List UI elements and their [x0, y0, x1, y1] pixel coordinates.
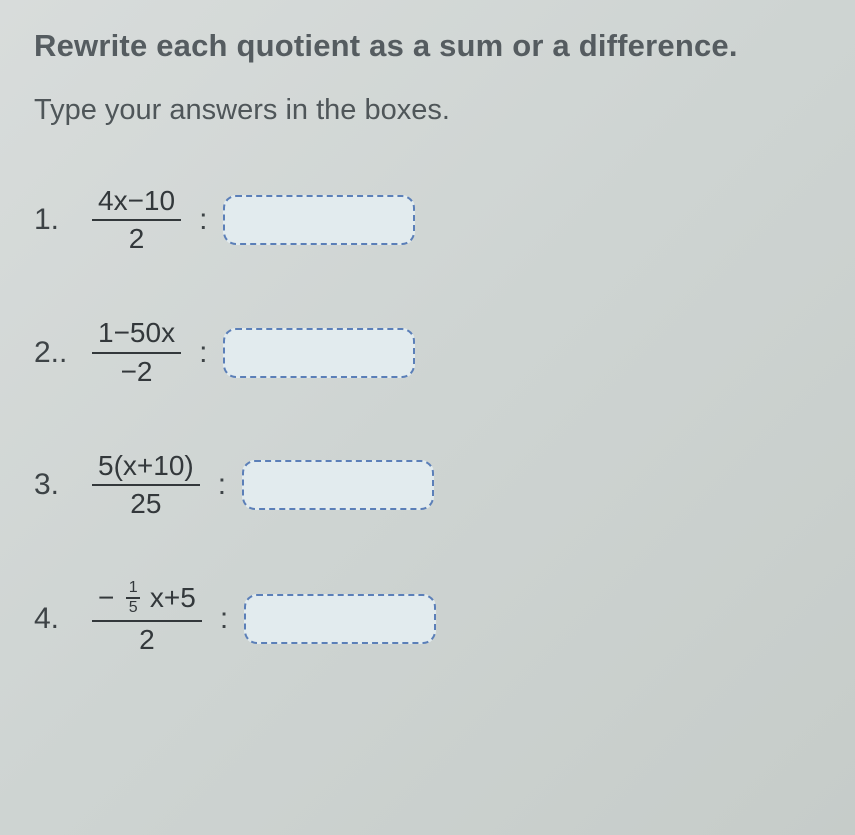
problem-number: 2.. — [34, 336, 76, 370]
colon-separator: : — [218, 468, 226, 502]
fraction-bar — [92, 620, 202, 622]
problem-number: 1. — [34, 203, 76, 237]
colon-separator: : — [199, 203, 207, 237]
fraction-numerator: − 1 5 x+5 — [92, 582, 202, 618]
colon-separator: : — [220, 602, 228, 636]
colon-separator: : — [199, 336, 207, 370]
instruction-heading: Rewrite each quotient as a sum or a diff… — [34, 28, 827, 64]
answer-input-2[interactable] — [223, 328, 415, 378]
fraction: − 1 5 x+5 2 — [92, 582, 202, 656]
fraction-numerator: 4x−10 — [92, 185, 181, 217]
problem-row: 1. 4x−10 2 : — [34, 185, 827, 255]
problem-number: 4. — [34, 602, 76, 636]
mini-denominator: 5 — [129, 600, 138, 616]
fraction: 5(x+10) 25 — [92, 450, 200, 520]
mini-numerator: 1 — [129, 580, 138, 596]
problem-number: 3. — [34, 468, 76, 502]
mini-fraction: 1 5 — [126, 580, 140, 616]
fraction-bar — [92, 219, 181, 221]
problem-row: 2.. 1−50x −2 : — [34, 317, 827, 387]
fraction-denominator: 25 — [124, 488, 167, 520]
instruction-sub: Type your answers in the boxes. — [34, 94, 827, 127]
fraction-numerator: 5(x+10) — [92, 450, 200, 482]
answer-input-1[interactable] — [223, 195, 415, 245]
fraction: 1−50x −2 — [92, 317, 181, 387]
numerator-suffix: x+5 — [150, 582, 196, 613]
negative-sign: − — [98, 582, 114, 613]
fraction-numerator: 1−50x — [92, 317, 181, 349]
fraction-bar — [92, 352, 181, 354]
fraction-denominator: 2 — [133, 624, 161, 656]
fraction-denominator: 2 — [123, 223, 151, 255]
fraction-bar — [92, 484, 200, 486]
problem-row: 3. 5(x+10) 25 : — [34, 450, 827, 520]
fraction: 4x−10 2 — [92, 185, 181, 255]
fraction-denominator: −2 — [115, 356, 159, 388]
problem-row: 4. − 1 5 x+5 2 : — [34, 582, 827, 656]
answer-input-4[interactable] — [244, 594, 436, 644]
answer-input-3[interactable] — [242, 460, 434, 510]
